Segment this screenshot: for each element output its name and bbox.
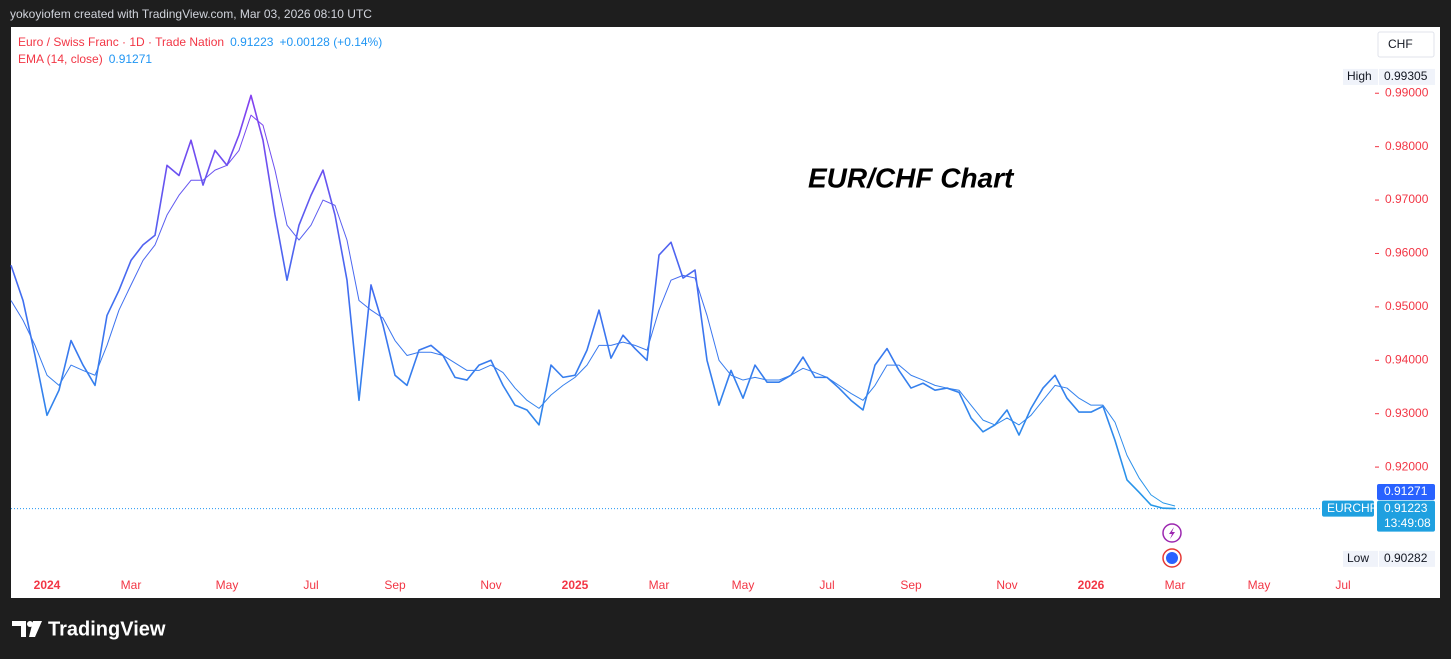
high-tag (1343, 68, 1378, 85)
price-label-box (1377, 500, 1435, 532)
x-tick-label: 2026 (1078, 578, 1105, 592)
logo-part (29, 621, 42, 637)
x-tick-label: 2024 (34, 578, 61, 592)
x-tick-label: Sep (384, 578, 406, 592)
y-tick-label: 0.97000 (1385, 192, 1429, 206)
legend-ema: EMA (14, close) 0.91271 (18, 52, 152, 66)
event-glyph (1169, 527, 1175, 539)
y-tick-label: 0.99000 (1385, 85, 1429, 99)
x-tick-label: Mar (1165, 578, 1186, 592)
event-glyph (1166, 552, 1178, 564)
high-value: 0.99305 (1384, 69, 1428, 83)
y-tick-label: 0.95000 (1385, 299, 1429, 313)
annotation: EUR/CHF Chart (808, 162, 1015, 193)
brand: TradingView (48, 618, 166, 640)
series-line (10, 114, 1176, 507)
x-tick-label: Jul (819, 578, 834, 592)
logo-part (12, 621, 26, 637)
ema-label-box (1377, 484, 1435, 501)
x-tick-label: May (216, 578, 239, 592)
ema-label: 0.91271 (1384, 484, 1428, 498)
legend-change: +0.00128 (+0.14%) (279, 35, 382, 49)
logo-part (27, 621, 33, 627)
brand-logo (12, 621, 42, 637)
y-tick-label: 0.93000 (1385, 406, 1429, 420)
symbol-tag (1322, 500, 1374, 517)
high-value-box (1379, 68, 1435, 85)
y-tick-label: 0.92000 (1385, 459, 1429, 473)
legend-value: 0.91223 (230, 35, 274, 49)
x-tick-label: May (1248, 578, 1271, 592)
event-icons[interactable] (1162, 523, 1182, 568)
countdown: 13:49:08 (1384, 516, 1431, 530)
chart-panel (11, 27, 1440, 598)
legend-name: Euro / Swiss Franc · 1D · Trade Nation (18, 35, 224, 49)
header: yokoyiofem created with TradingView.com,… (10, 7, 372, 21)
x-tick-label: Mar (649, 578, 670, 592)
low-value-box (1379, 550, 1435, 567)
x-tick-label: Sep (900, 578, 922, 592)
low-tag (1343, 550, 1378, 567)
currency[interactable]: CHF (1388, 37, 1413, 51)
series-line (10, 94, 1176, 510)
price-label: 0.91223 (1384, 501, 1428, 515)
y-tick-label: 0.94000 (1385, 352, 1429, 366)
x-tick-label: Nov (480, 578, 501, 592)
x-tick-label: Jul (303, 578, 318, 592)
x-tick-label: Mar (121, 578, 142, 592)
high-tag-label: High (1347, 69, 1372, 83)
x-tick-label: 2025 (562, 578, 589, 592)
currency-box[interactable] (1377, 31, 1435, 58)
legend-name: EMA (14, close) (18, 52, 103, 66)
symbol-tag-label: EURCHF (1327, 501, 1377, 515)
x-tick-label: Nov (996, 578, 1017, 592)
low-tag-label: Low (1347, 551, 1369, 565)
x-tick-label: Jul (1335, 578, 1350, 592)
y-tick-label: 0.98000 (1385, 139, 1429, 153)
low-value: 0.90282 (1384, 551, 1428, 565)
legend-value: 0.91271 (109, 52, 153, 66)
legend-price: Euro / Swiss Franc · 1D · Trade Nation 0.… (18, 35, 382, 49)
y-tick-label: 0.96000 (1385, 246, 1429, 260)
x-tick-label: May (732, 578, 755, 592)
